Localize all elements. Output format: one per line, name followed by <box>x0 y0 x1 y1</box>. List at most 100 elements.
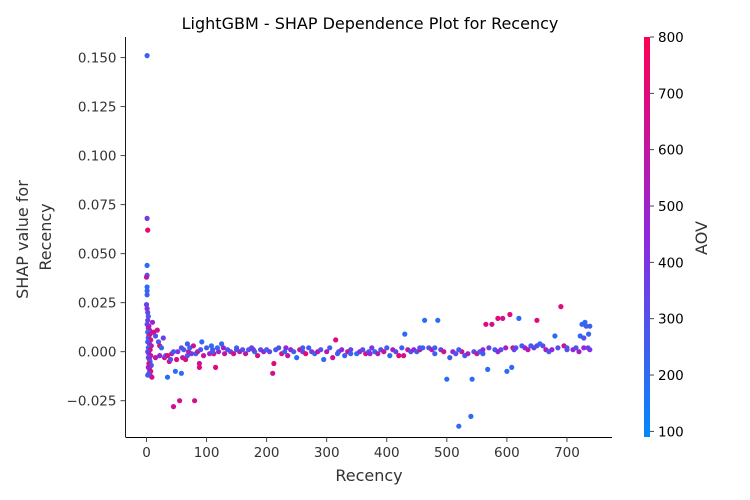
data-point-113 <box>294 355 300 361</box>
data-point-123 <box>324 349 330 355</box>
data-point-86 <box>216 349 222 355</box>
data-point-91 <box>231 351 237 357</box>
data-point-117 <box>306 345 312 351</box>
data-point-126 <box>333 337 339 343</box>
data-point-79 <box>204 345 210 351</box>
data-point-145 <box>393 349 399 355</box>
data-point-6 <box>144 284 150 290</box>
y-axis-label: SHAP value for Recency <box>13 175 55 299</box>
data-point-137 <box>369 345 375 351</box>
data-point-156 <box>422 317 428 323</box>
data-point-99 <box>255 353 261 359</box>
colorbar-tick-label-500: 500 <box>658 199 684 215</box>
data-point-105 <box>271 360 277 367</box>
data-point-147 <box>399 345 405 351</box>
data-point-60 <box>175 349 181 355</box>
data-point-160 <box>435 317 441 323</box>
data-point-57 <box>170 404 177 410</box>
data-point-220 <box>170 349 177 355</box>
data-point-213 <box>581 335 587 341</box>
data-point-185 <box>503 345 509 351</box>
data-point-235 <box>250 347 256 353</box>
data-point-224 <box>348 351 354 357</box>
data-point-227 <box>511 347 517 353</box>
data-point-178 <box>485 366 491 372</box>
data-point-242 <box>534 343 540 349</box>
data-point-55 <box>167 356 174 363</box>
data-point-232 <box>178 345 184 351</box>
data-point-62 <box>178 370 184 376</box>
data-point-75 <box>196 360 202 367</box>
data-point-71 <box>192 398 198 404</box>
data-point-1 <box>144 215 150 221</box>
y-axis-label-line-2: Recency <box>36 203 55 270</box>
data-point-179 <box>486 345 492 351</box>
data-point-237 <box>334 351 341 357</box>
data-point-222 <box>234 347 240 353</box>
data-point-180 <box>489 321 495 327</box>
data-point-112 <box>291 349 297 355</box>
data-point-209 <box>573 345 579 351</box>
chart-title: LightGBM - SHAP Dependence Plot for Rece… <box>182 14 559 33</box>
data-point-5 <box>143 274 150 280</box>
data-point-236 <box>283 345 289 351</box>
x-tick-label-300: 300 <box>314 445 340 461</box>
data-point-234 <box>220 345 226 351</box>
data-point-225 <box>432 351 438 357</box>
y-tick-label-5: 0.100 <box>78 149 117 165</box>
data-point-197 <box>534 317 540 323</box>
data-point-58 <box>172 368 178 374</box>
colorbar-tick-label-700: 700 <box>658 86 684 102</box>
data-point-76 <box>198 347 204 353</box>
data-point-182 <box>495 315 501 321</box>
data-point-166 <box>453 351 459 357</box>
data-point-221 <box>210 349 216 355</box>
data-point-171 <box>468 413 474 419</box>
x-tick-label-500: 500 <box>434 445 460 461</box>
data-point-78 <box>201 353 207 359</box>
data-point-122 <box>321 356 327 363</box>
colorbar-tick-label-300: 300 <box>658 312 684 328</box>
data-point-42 <box>146 370 152 376</box>
data-point-74 <box>196 364 202 370</box>
data-point-12 <box>145 313 151 319</box>
data-point-9 <box>143 302 150 308</box>
colorbar-ticks: 100 200 300 400 500 600 700 800 <box>650 30 684 440</box>
data-point-188 <box>509 364 515 370</box>
data-point-61 <box>177 398 183 404</box>
data-point-149 <box>402 331 408 337</box>
data-point-95 <box>243 351 249 357</box>
data-point-172 <box>469 376 475 382</box>
data-point-70 <box>190 343 196 349</box>
data-point-184 <box>500 315 506 321</box>
data-point-205 <box>558 304 564 310</box>
data-point-186 <box>504 368 510 374</box>
data-point-45 <box>152 333 159 339</box>
data-point-124 <box>327 345 333 351</box>
x-axis-label: Recency <box>335 466 402 485</box>
data-point-164 <box>447 355 453 361</box>
y-tick-label-0: −0.025 <box>67 394 117 410</box>
data-point-238 <box>367 351 373 357</box>
data-point-233 <box>184 341 190 347</box>
data-point-87 <box>219 341 225 347</box>
data-point-199 <box>540 343 546 349</box>
data-point-228 <box>564 347 570 353</box>
data-point-243 <box>581 345 587 351</box>
data-point-215 <box>583 323 589 329</box>
data-point-59 <box>174 356 180 363</box>
colorbar <box>644 37 650 437</box>
colorbar-tick-label-400: 400 <box>658 255 684 271</box>
data-point-210 <box>576 349 582 355</box>
x-tick-label-600: 600 <box>494 445 520 461</box>
x-tick-label-700: 700 <box>554 445 580 461</box>
x-tick-label-400: 400 <box>374 445 400 461</box>
data-point-116 <box>303 351 309 357</box>
data-point-204 <box>555 345 561 351</box>
data-point-3 <box>144 262 150 268</box>
data-point-203 <box>552 333 558 339</box>
data-point-88 <box>222 351 228 357</box>
y-axis-ticks: −0.025 0.000 0.025 0.050 0.075 0.100 0.125 0.15… <box>67 51 126 410</box>
data-point-85 <box>214 345 220 351</box>
